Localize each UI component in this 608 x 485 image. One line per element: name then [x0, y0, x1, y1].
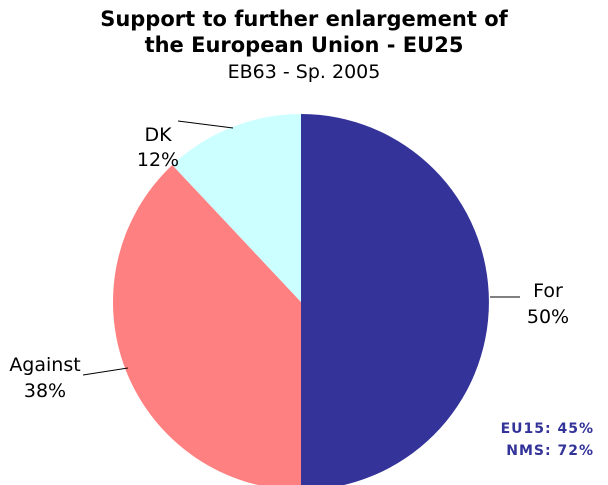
pie-slice-dk: [172, 114, 301, 302]
pie-slice-for: [301, 114, 489, 485]
slice-label-for: For: [533, 280, 563, 302]
annotation-eu15: EU15: 45%: [500, 421, 594, 437]
chart-subtitle: EB63 - Sp. 2005: [227, 61, 381, 83]
slice-label-against: Against: [9, 354, 80, 376]
pie-slice-against: [113, 164, 301, 485]
leader-line-against: [82, 367, 129, 376]
slice-value-for: 50%: [527, 306, 569, 328]
annotation-nms: NMS: 72%: [506, 443, 594, 459]
slice-label-dk: DK: [144, 124, 172, 146]
slice-value-dk: 12%: [137, 149, 179, 171]
leader-line-dk: [177, 120, 234, 129]
slice-value-against: 38%: [24, 380, 66, 402]
pie-slices: [113, 114, 489, 485]
chart-title-line-1: Support to further enlargement of: [100, 7, 508, 31]
leader-lines: [82, 120, 520, 376]
slice-labels: For 50% Against 38% DK 12%: [9, 124, 569, 402]
chart-title-line-2: the European Union - EU25: [144, 33, 464, 57]
